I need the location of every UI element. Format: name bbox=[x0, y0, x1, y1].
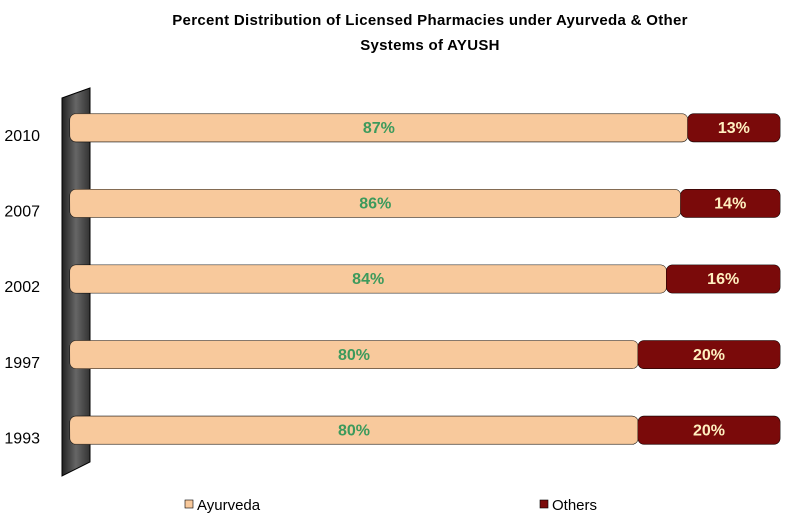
data-label: 13% bbox=[718, 120, 750, 137]
legend-swatch bbox=[184, 499, 194, 509]
data-label: 20% bbox=[693, 347, 725, 364]
data-label: 86% bbox=[359, 196, 391, 213]
y-tick-label: 2002 bbox=[4, 279, 40, 296]
chart-title: Percent Distribution of Licensed Pharmac… bbox=[172, 12, 688, 54]
legend-label: Others bbox=[552, 497, 597, 514]
y-tick-label: 1997 bbox=[4, 355, 40, 372]
data-label: 20% bbox=[693, 422, 725, 439]
data-label: 87% bbox=[363, 120, 395, 137]
legend-swatch bbox=[539, 499, 549, 509]
data-label: 14% bbox=[714, 196, 746, 213]
y-tick-label: 2010 bbox=[4, 128, 40, 145]
y-tick-label: 1993 bbox=[4, 430, 40, 447]
legend-label: Ayurveda bbox=[197, 497, 261, 514]
data-label: 16% bbox=[707, 271, 739, 288]
data-label: 84% bbox=[352, 271, 384, 288]
data-label: 80% bbox=[338, 347, 370, 364]
data-label: 80% bbox=[338, 422, 370, 439]
y-tick-label: 2007 bbox=[4, 204, 40, 221]
